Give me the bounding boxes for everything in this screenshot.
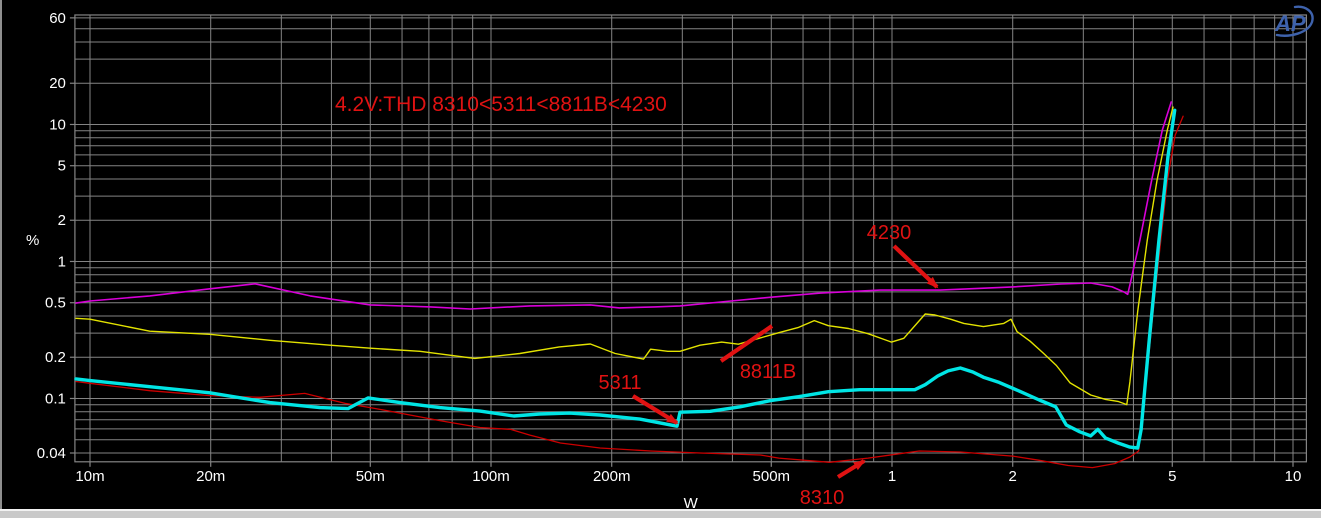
x-tick-label: 10m <box>75 468 104 485</box>
x-tick-label: 50m <box>356 468 385 485</box>
annotation-8310-arrowhead <box>853 459 866 471</box>
chart-title: 4.2V:THD 8310<5311<8811B<4230 <box>335 93 667 116</box>
x-tick-label: 5 <box>1168 468 1176 485</box>
series-8811B-line <box>75 106 1174 406</box>
ap-logo: AP <box>1274 5 1314 37</box>
annotation-8811B-label: 8811B <box>740 361 796 383</box>
y-tick-label: 10 <box>49 116 66 133</box>
window-left-edge <box>0 0 2 510</box>
x-tick-label: 500m <box>753 468 791 485</box>
annotation-5311-arrowhead <box>666 413 679 425</box>
x-tick-label: 10 <box>1285 468 1302 485</box>
ap-logo-swoosh <box>1275 5 1314 37</box>
series-5311-line <box>74 108 1177 450</box>
x-tick-label: 100m <box>472 468 510 485</box>
series-8310-line <box>75 115 1184 469</box>
annotation-8310-label: 8310 <box>800 487 845 509</box>
y-tick-label: 20 <box>49 75 66 92</box>
y-tick-label: 60 <box>49 10 66 27</box>
x-tick-label: 20m <box>196 468 225 485</box>
annotation-4230-label: 4230 <box>867 222 912 244</box>
y-tick-label: 0.04 <box>37 445 66 462</box>
y-tick-label: 0.5 <box>45 295 66 312</box>
series-4230-line <box>75 101 1172 310</box>
annotation-8811B-arrow <box>719 324 774 363</box>
x-tick-label: 1 <box>888 468 896 485</box>
x-tick-label: 200m <box>593 468 631 485</box>
x-axis-title: W <box>684 495 699 511</box>
y-tick-label: 1 <box>58 253 66 270</box>
y-tick-label: 0.1 <box>45 390 66 407</box>
annotation-4230-arrowhead <box>926 276 939 289</box>
y-tick-label: 2 <box>58 212 66 229</box>
y-axis-title: % <box>26 232 39 249</box>
annotation-5311-label: 5311 <box>598 372 641 394</box>
x-tick-label: 2 <box>1009 468 1017 485</box>
y-tick-label: 5 <box>58 158 66 175</box>
y-tick-label: 0.2 <box>45 349 66 366</box>
window-bottom-edge <box>0 509 1321 518</box>
plot-frame <box>74 14 1308 463</box>
